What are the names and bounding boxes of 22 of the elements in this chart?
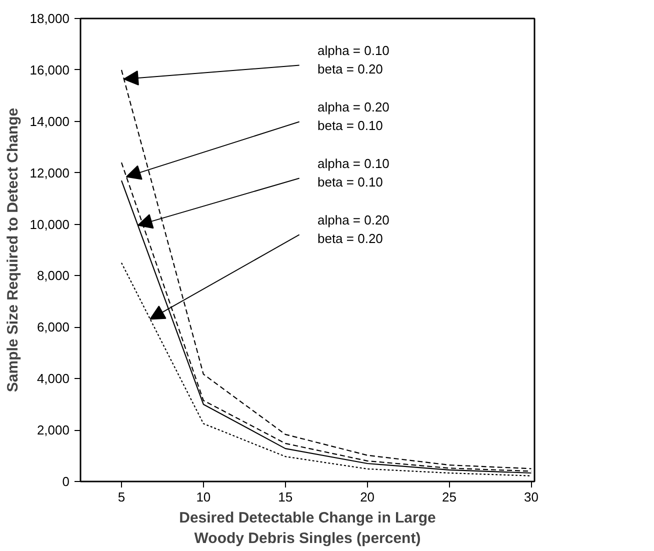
x-tick-label: 15 <box>278 490 293 504</box>
y-tick-label: 18,000 <box>30 11 70 26</box>
y-tick-label: 14,000 <box>30 114 70 129</box>
y-tick-label: 2,000 <box>36 422 70 438</box>
x-axis-title: Desired Detectable Change in Large Woody Debris Singles (percent) <box>179 510 436 547</box>
annotation: alpha = 0.10 beta = 0.10 <box>317 156 390 190</box>
annotation: alpha = 0.10 beta = 0.20 <box>317 42 390 76</box>
x-tick-label: 20 <box>360 490 375 504</box>
y-tick-label: 6,000 <box>36 320 70 335</box>
annotation: alpha = 0.20 beta = 0.20 <box>317 212 390 246</box>
x-tick-label: 30 <box>524 490 538 504</box>
x-tick-label: 10 <box>196 490 211 504</box>
y-tick-label: 16,000 <box>30 62 70 78</box>
annotation: alpha = 0.20 beta = 0.10 <box>317 99 390 133</box>
y-tick-label: 4,000 <box>36 371 70 386</box>
x-tick-label: 5 <box>118 490 126 504</box>
y-tick-label: 10,000 <box>30 216 70 232</box>
y-tick-label: 8,000 <box>36 268 70 284</box>
x-tick-label: 25 <box>442 490 457 504</box>
y-tick-label: 12,000 <box>30 165 70 180</box>
y-axis-title: Sample Size Required to Detect Change <box>4 108 22 392</box>
y-tick-label: 0 <box>62 474 70 489</box>
